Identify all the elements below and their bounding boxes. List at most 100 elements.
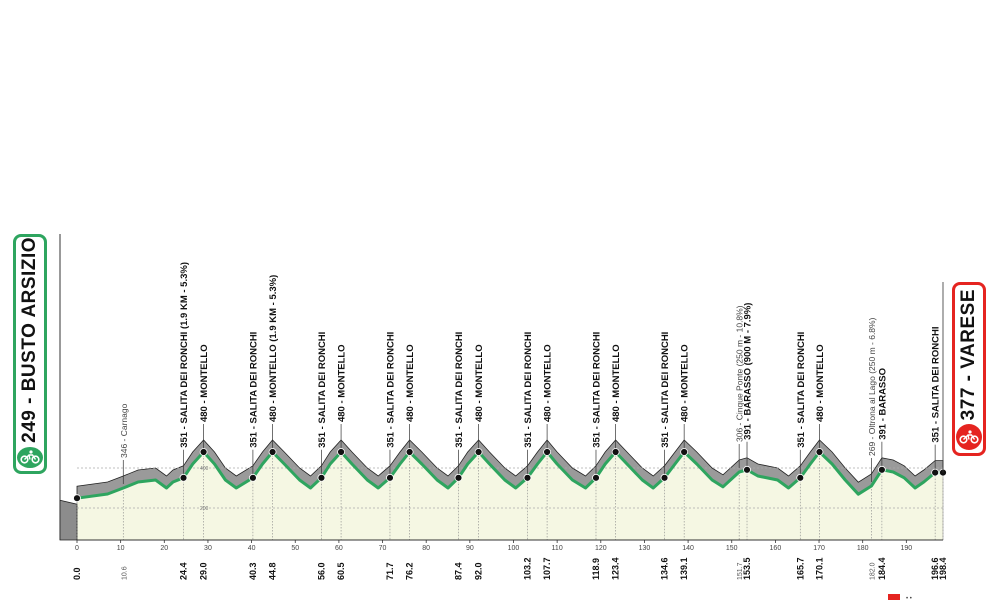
km-marker-dot: [405, 448, 414, 456]
climb-label: 351 - SALITA DEI RONCHI: [248, 332, 259, 448]
km-marker-label: 151.7: [737, 562, 744, 580]
x-tick-label: 110: [552, 545, 563, 552]
km-marker-label: 44.8: [268, 562, 278, 580]
km-marker-label: 139.1: [679, 557, 689, 580]
x-tick-label: 60: [335, 545, 343, 552]
climb-label: 480 - MONTELLO (1.9 KM - 5.3%): [268, 275, 279, 422]
km-marker-label: 87.4: [453, 562, 463, 580]
km-marker-label: 184.4: [877, 557, 887, 580]
climb-label: 346 - Carnago: [119, 403, 129, 458]
km-marker-label: 107.7: [542, 557, 552, 580]
climb-label: 391 - BARASSO: [877, 368, 888, 440]
climb-label: 351 - SALITA DEI RONCHI: [454, 332, 465, 448]
x-tick-label: 0: [75, 545, 79, 552]
climb-label: 480 - MONTELLO: [474, 344, 485, 422]
climb-label: 391 - BARASSO (900 M - 7.9%): [743, 303, 754, 440]
km-marker-dot: [337, 448, 345, 456]
x-tick-label: 120: [595, 545, 607, 552]
km-marker-dot: [877, 465, 886, 474]
climb-label: 480 - MONTELLO: [543, 344, 554, 422]
km-marker-label: 123.4: [611, 557, 621, 580]
km-marker-label: 92.0: [474, 562, 484, 580]
km-marker-dot: [249, 473, 257, 482]
km-marker-dot: [268, 448, 277, 456]
km-marker-label: 0.0: [72, 567, 82, 580]
km-marker-dot: [523, 473, 532, 482]
km-marker-dot: [815, 448, 824, 456]
x-tick-label: 20: [160, 545, 168, 552]
km-marker-label: 198.4: [938, 557, 948, 580]
km-marker-label: 40.3: [248, 562, 258, 580]
km-marker-label: 134.6: [660, 557, 670, 580]
logo-dots: • •: [906, 596, 912, 602]
climb-label: 480 - MONTELLO: [680, 344, 691, 422]
altitude-tick-label: 400: [200, 466, 209, 472]
km-marker-label: 76.2: [405, 562, 415, 580]
km-marker-label: 56.0: [316, 562, 326, 580]
climb-label: 351 - SALITA DEI RONCHI: [523, 332, 534, 448]
climb-label: 351 - SALITA DEI RONCHI: [317, 332, 328, 448]
climb-label: 480 - MONTELLO: [611, 344, 622, 422]
climb-label: 351 - SALITA DEI RONCHI: [385, 332, 396, 448]
start-plate: 249 - BUSTO ARSIZIO: [13, 234, 47, 474]
km-marker-dot: [179, 473, 188, 482]
km-marker-label: 196.6: [930, 557, 940, 580]
km-marker-label: 153.5: [742, 557, 752, 580]
climb-label: 351 - SALITA DEI RONCHI: [931, 326, 942, 442]
climb-label: 269 - Oltrona al Lago (250 m - 6.8%): [867, 317, 877, 456]
km-marker-dot: [931, 468, 940, 477]
x-tick-label: 160: [770, 545, 782, 552]
x-tick-label: 190: [900, 545, 912, 552]
km-marker-dot: [474, 448, 483, 456]
km-marker-dot: [743, 465, 751, 474]
km-marker-dot: [317, 473, 326, 482]
x-tick-label: 30: [204, 545, 212, 552]
finish-plate: 377 - VARESE: [952, 282, 986, 456]
profile-side-wall: [59, 499, 78, 541]
climb-label: 351 - SALITA DEI RONCHI (1.9 KM - 5.3%): [179, 262, 190, 448]
x-tick-label: 70: [379, 545, 387, 552]
x-tick-label: 90: [466, 545, 474, 552]
km-marker-label: 60.5: [336, 562, 346, 580]
climb-label: 480 - MONTELLO: [815, 344, 826, 422]
x-tick-label: 100: [508, 545, 520, 552]
climb-label: 480 - MONTELLO: [199, 344, 210, 422]
km-marker-label: 10.6: [121, 566, 128, 580]
x-tick-label: 150: [726, 545, 738, 552]
cyclist-icon: [956, 424, 982, 450]
finish-label: 377 - VARESE: [958, 288, 979, 420]
climb-label: 351 - SALITA DEI RONCHI: [660, 332, 671, 448]
km-marker-dot: [592, 473, 600, 482]
altitude-tick-label: 200: [200, 506, 209, 512]
km-marker-label: 24.4: [179, 562, 189, 580]
km-marker-dot: [680, 448, 689, 456]
km-marker-dot: [454, 473, 463, 482]
x-tick-label: 170: [813, 545, 825, 552]
climb-label: 351 - SALITA DEI RONCHI: [796, 332, 807, 448]
x-tick-label: 180: [857, 545, 869, 552]
km-marker-label: 118.9: [591, 558, 601, 580]
route-line: [76, 450, 943, 500]
km-marker-dot: [386, 473, 394, 482]
km-marker-dot: [611, 448, 620, 456]
x-tick-label: 50: [291, 545, 299, 552]
km-marker-dot: [543, 448, 552, 456]
km-marker-label: 71.7: [385, 562, 395, 580]
x-tick-label: 40: [248, 545, 256, 552]
km-marker-label: 103.2: [522, 557, 532, 580]
organizer-logo: [888, 594, 900, 600]
x-tick-label: 140: [682, 545, 694, 552]
climb-label: 480 - MONTELLO: [337, 344, 348, 422]
start-label: 249 - BUSTO ARSIZIO: [19, 237, 40, 443]
km-marker-label: 29.0: [199, 562, 209, 580]
x-tick-label: 10: [117, 545, 125, 552]
km-marker-dot: [660, 473, 669, 482]
km-marker-label: 165.7: [795, 557, 805, 580]
climb-label: 480 - MONTELLO: [405, 344, 416, 422]
km-marker-dot: [796, 473, 805, 482]
cyclist-icon: [17, 446, 43, 468]
climb-label: 306 - Cinque Ponte (250 m - 10.8%): [735, 305, 745, 442]
km-marker-dot: [199, 448, 208, 456]
x-tick-label: 130: [639, 545, 651, 552]
